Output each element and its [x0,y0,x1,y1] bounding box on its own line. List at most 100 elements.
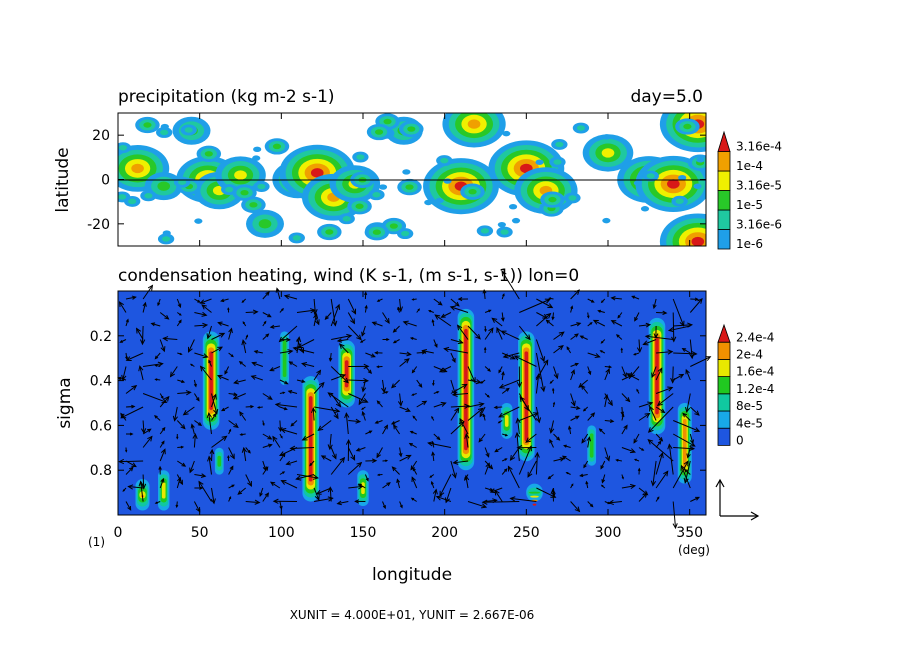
wind-arrowhead [345,439,352,445]
wind-arrowhead [376,400,381,405]
wind-arrowhead [127,484,134,490]
precip-axes: 20 0 -20 [87,113,706,246]
colorbar-label: 8e-5 [736,399,763,413]
colorbar-label: 3.16e-6 [736,218,782,232]
sigma-label: sigma [55,377,75,428]
wind-arrow [198,481,212,502]
wind-arrowhead [267,443,273,448]
wind-arrow [365,366,372,374]
wind-arrowhead [550,488,556,495]
precip-patch [440,157,449,164]
wind-arrowhead [493,405,498,410]
wind-arrow [207,325,212,339]
wind-arrow [587,412,595,421]
wind-arrowhead [190,423,195,429]
wind-arrowhead [356,334,362,341]
wind-arrowhead [265,291,270,296]
wind-arrowhead [241,300,245,303]
wind-arrowhead [162,336,169,342]
wind-arrowhead [590,412,596,418]
wind-arrowhead [247,449,251,454]
precip-patch [184,127,193,133]
lon-tick-label: 200 [431,525,458,541]
wind-arrowhead [287,390,293,394]
heating-column [209,351,213,410]
wind-arrowhead [671,336,677,343]
wind-arrowhead [658,437,664,442]
wind-arrowhead [242,321,246,324]
wind-arrowhead [647,439,654,445]
colorbar-label: 0 [736,434,744,448]
wind-arrowhead [694,427,701,433]
wind-arrow [289,361,298,367]
wind-arrow [621,366,627,378]
wind-arrowhead [652,304,657,310]
wind-arrow [125,501,132,511]
wind-arrow [159,396,170,408]
wind-arrow [154,352,161,359]
wind-arrowhead [553,373,559,380]
wind-arrow [228,328,233,340]
wind-arrowhead [656,400,663,407]
wind-arrow [450,306,469,313]
wind-arrow [549,439,554,448]
heating-column [655,337,659,415]
wind-arrowhead [579,473,584,478]
wind-arrow [348,393,368,403]
wind-arrowhead [192,433,198,439]
wind-arrowhead [527,445,532,452]
wind-arrow [403,321,417,327]
wind-arrow [570,393,576,406]
wind-arrowhead [317,425,324,432]
precip-patch [252,155,261,161]
wind-arrow [647,439,674,462]
wind-arrowhead [513,355,520,361]
wind-arrow [580,335,588,340]
wind-arrowhead [239,433,243,436]
wind-arrowhead [519,396,525,402]
wind-arrowhead [435,495,442,501]
wind-arrow [314,406,340,412]
wind-vectors [117,270,712,530]
wind-arrowhead [136,327,142,334]
wind-arrowhead [198,480,204,487]
wind-arrowhead [591,299,595,303]
wind-arrowhead [642,340,649,346]
wind-arrow [668,325,691,332]
precip-patch [502,130,511,137]
wind-arrow [228,393,237,396]
wind-arrowhead [312,474,320,480]
wind-arrowhead [498,369,502,374]
precip-patch [160,123,169,130]
wind-arrow [553,366,558,379]
wind-arrow [399,406,411,412]
wind-arrowhead [575,415,580,420]
wind-arrowhead [250,404,255,409]
precip-patch [383,118,392,125]
lon-tick-label: 250 [513,525,540,541]
wind-arrow [672,374,684,381]
wind-arrow [376,447,383,458]
wind-arrow [399,352,411,355]
wind-arrow [243,447,247,462]
colorbar-swatch [717,427,731,446]
wind-arrow [290,447,315,449]
wind-arrowhead [231,484,235,488]
wind-arrowhead [233,379,239,385]
wind-arrow [201,304,212,313]
wind-arrowhead [361,407,364,410]
wind-arrowhead [252,309,259,315]
wind-arrowhead [427,441,434,447]
wind-arrowhead [547,476,552,480]
wind-arrowhead [592,319,599,325]
wind-arrowhead [319,381,325,388]
wind-arrowhead [374,420,379,424]
wind-arrowhead [338,343,345,349]
wind-arrow [655,453,663,475]
wind-arrowhead [160,477,165,483]
wind-arrowhead [278,426,283,433]
wind-arrowhead [127,505,132,511]
wind-arrow [621,447,636,453]
wind-arrow [298,339,315,348]
wind-arrowhead [543,359,549,366]
